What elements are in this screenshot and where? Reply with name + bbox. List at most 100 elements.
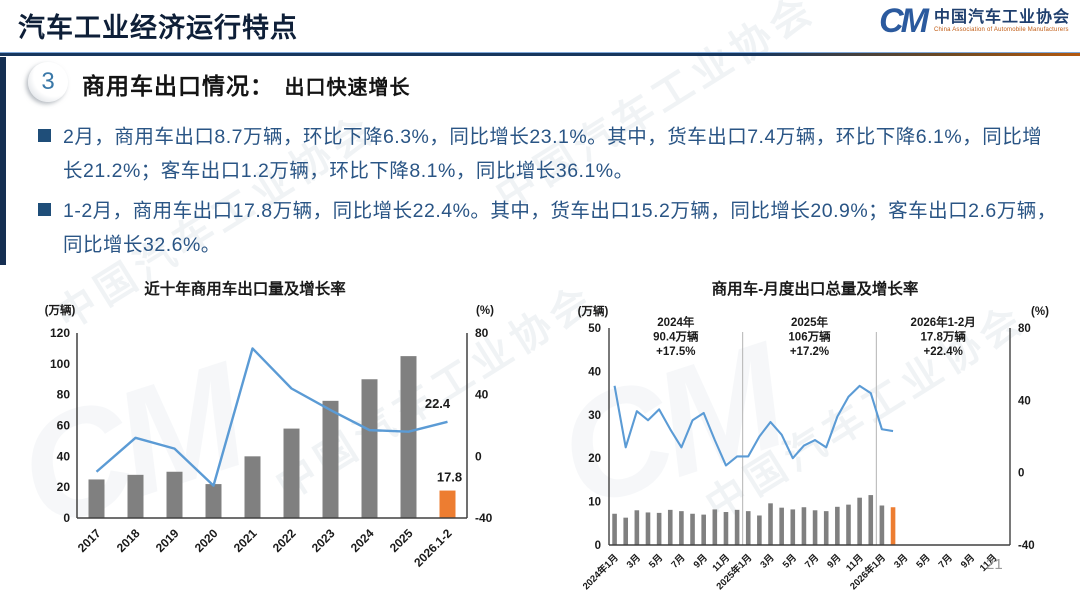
y-tick-left: 10 bbox=[588, 497, 601, 509]
x-tick: 2024年1月 bbox=[580, 552, 621, 593]
year-annotation: +17.5% bbox=[656, 346, 695, 358]
annual-export-chart: 近十年商用车出口量及增长率 (万辆) (%) 0 20 40 60 80 100 120 -40 0 4… bbox=[45, 279, 494, 570]
bar bbox=[712, 509, 718, 545]
axis-unit-left: (万辆) bbox=[578, 304, 609, 318]
year-annotation: 106万辆 bbox=[788, 330, 831, 344]
section-number: 3 bbox=[41, 68, 55, 95]
y-tick-left: 120 bbox=[50, 326, 70, 340]
bar bbox=[439, 490, 456, 518]
bar bbox=[205, 484, 222, 518]
year-annotation: 17.8万辆 bbox=[920, 330, 966, 344]
bar bbox=[734, 509, 740, 545]
bar bbox=[679, 511, 684, 545]
bar bbox=[757, 515, 762, 545]
left-accent-bar bbox=[0, 57, 6, 265]
x-tick: 2026.1-2 bbox=[411, 526, 455, 570]
page-title: 汽车工业经济运行特点 bbox=[18, 13, 298, 43]
line-end-label: 22.4 bbox=[425, 396, 451, 411]
bar bbox=[400, 356, 417, 518]
bullet-item: 1-2月，商用车出口17.8万辆，同比增长22.4%。其中，货车出口15.2万辆… bbox=[38, 194, 1060, 262]
logo-org-name-cn: 中国汽车工业协会 bbox=[933, 8, 1070, 26]
bar bbox=[745, 511, 751, 545]
title-separator-line bbox=[0, 52, 1080, 56]
growth-line bbox=[95, 347, 448, 487]
bar bbox=[283, 428, 300, 518]
bullet-square-icon bbox=[38, 129, 51, 142]
x-tick: 2025 bbox=[387, 526, 416, 555]
bar bbox=[723, 512, 729, 545]
logo-org-name-en: China Association of Automobile Manufact… bbox=[933, 26, 1069, 33]
bullet-list: 2月，商用车出口8.7万辆，环比下降6.3%，同比增长23.1%。其中，货车出口… bbox=[38, 120, 1060, 269]
bar bbox=[701, 514, 706, 545]
bar bbox=[790, 509, 796, 545]
y-tick-right: 0 bbox=[1018, 468, 1024, 480]
bar bbox=[801, 507, 807, 545]
bar bbox=[612, 513, 617, 545]
year-annotation: 2024年 bbox=[657, 315, 695, 329]
bar bbox=[779, 507, 784, 545]
y-tick-left: 20 bbox=[588, 453, 601, 465]
x-tick: 2020 bbox=[192, 526, 221, 555]
bar bbox=[361, 379, 378, 518]
bullet-text: 1-2月，商用车出口17.8万辆，同比增长22.4%。其中，货车出口15.2万辆… bbox=[63, 200, 1057, 257]
x-tick: 3月 bbox=[892, 552, 910, 570]
bar bbox=[656, 512, 662, 545]
year-annotation: 90.4万辆 bbox=[653, 330, 699, 344]
year-annotation: 2025年 bbox=[791, 315, 829, 329]
x-tick: 3月 bbox=[758, 552, 776, 570]
bar bbox=[244, 456, 261, 518]
y-tick-right: 40 bbox=[475, 388, 489, 402]
bar bbox=[835, 506, 840, 545]
x-tick: 2017 bbox=[75, 526, 104, 555]
section-number-badge: 3 bbox=[28, 62, 68, 102]
bullet-item: 2月，商用车出口8.7万辆，环比下降6.3%，同比增长23.1%。其中，货车出口… bbox=[38, 120, 1060, 188]
y-tick-right: 40 bbox=[1018, 395, 1031, 407]
bar bbox=[812, 510, 818, 545]
x-tick: 2022 bbox=[270, 526, 299, 555]
year-annotation: +22.4% bbox=[924, 346, 963, 358]
x-tick: 9月 bbox=[692, 552, 710, 570]
bar bbox=[857, 497, 862, 545]
bar bbox=[634, 510, 640, 545]
year-annotation: +17.2% bbox=[790, 346, 829, 358]
bar bbox=[868, 495, 874, 545]
x-tick: 7月 bbox=[803, 552, 821, 570]
bar bbox=[623, 517, 629, 545]
y-tick-left: 50 bbox=[588, 323, 601, 335]
x-tick: 2024 bbox=[348, 526, 377, 555]
y-tick-right: 0 bbox=[475, 449, 482, 463]
x-tick: 2018 bbox=[114, 526, 143, 555]
bar bbox=[166, 471, 183, 518]
axis-unit-left: (万辆) bbox=[45, 303, 76, 317]
y-tick-left: 40 bbox=[588, 366, 601, 378]
logo-cm-monogram-icon: CM bbox=[879, 2, 929, 40]
y-tick-right: 80 bbox=[475, 326, 489, 340]
x-tick: 7月 bbox=[937, 552, 955, 570]
bar-end-label: 17.8 bbox=[437, 470, 462, 485]
growth-line bbox=[613, 384, 894, 467]
bar bbox=[768, 503, 773, 545]
x-tick: 2023 bbox=[309, 526, 338, 555]
x-tick: 7月 bbox=[669, 552, 687, 570]
bar bbox=[645, 512, 651, 545]
chart-title: 商用车-月度出口总量及增长率 bbox=[712, 279, 919, 298]
section-heading-main: 商用车出口情况： bbox=[82, 73, 274, 99]
x-tick: 9月 bbox=[959, 552, 977, 570]
monthly-export-chart: 商用车-月度出口总量及增长率 (万辆) (%) 0 10 20 30 40 50 -40 0 40 80… bbox=[578, 279, 1049, 593]
y-tick-left: 0 bbox=[595, 540, 601, 552]
x-tick: 5月 bbox=[647, 552, 665, 570]
axis-unit-right: (%) bbox=[476, 305, 494, 317]
bar bbox=[890, 507, 896, 545]
bullet-text: 2月，商用车出口8.7万辆，环比下降6.3%，同比增长23.1%。其中，货车出口… bbox=[63, 126, 1043, 183]
bar bbox=[322, 400, 339, 518]
bar bbox=[88, 479, 105, 518]
y-tick-left: 60 bbox=[57, 419, 71, 433]
x-tick: 9月 bbox=[825, 552, 843, 570]
x-tick: 5月 bbox=[914, 552, 932, 570]
year-annotation: 2026年1-2月 bbox=[911, 315, 976, 329]
y-tick-left: 100 bbox=[50, 357, 70, 371]
logo: CM 中国汽车工业协会 China Association of Automob… bbox=[879, 4, 1070, 38]
bar bbox=[127, 474, 144, 518]
bullet-square-icon bbox=[38, 203, 51, 217]
